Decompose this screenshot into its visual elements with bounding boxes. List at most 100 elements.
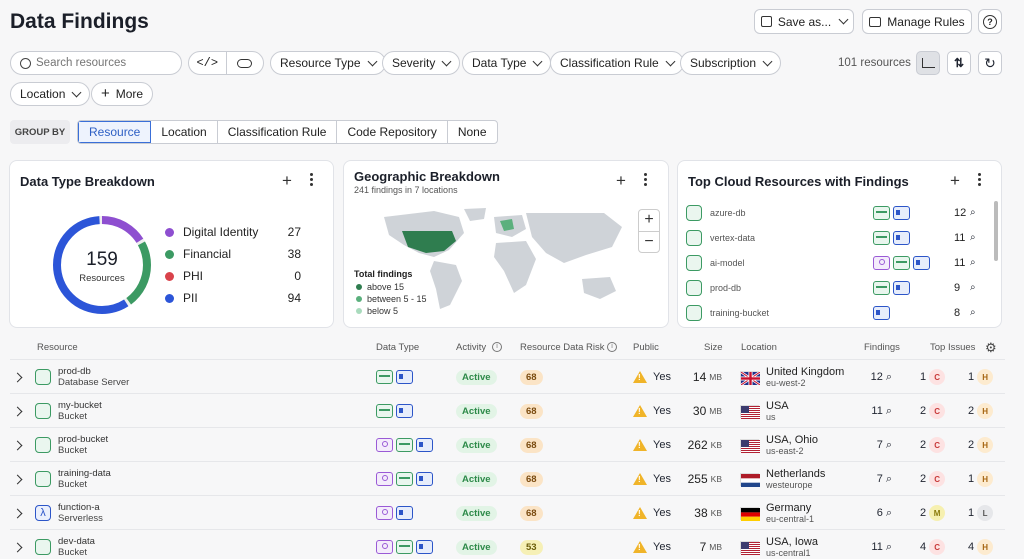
size-unit: MB: [709, 542, 722, 552]
resource-name: ai-model: [710, 258, 745, 268]
sort-icon: ⇅: [953, 56, 965, 70]
info-icon[interactable]: i: [607, 342, 617, 352]
filter-severity[interactable]: Severity: [382, 51, 461, 75]
group-by-classification-rule[interactable]: Classification Rule: [218, 121, 338, 143]
add-icon[interactable]: +: [282, 171, 292, 190]
risk-badge: 68: [520, 369, 543, 385]
search-box[interactable]: [10, 51, 182, 75]
top-resource-row[interactable]: vertex-data 11 ⌕: [678, 230, 1001, 247]
table-row[interactable]: training-data Bucket Active 68 Yes 255KB…: [10, 461, 1005, 495]
col-findings[interactable]: Findings: [864, 342, 900, 353]
resource-type: Database Server: [58, 377, 130, 388]
info-icon[interactable]: i: [492, 342, 502, 352]
legend-phi: PHI 0: [165, 269, 301, 283]
add-icon[interactable]: +: [616, 171, 626, 190]
filter-label: Classification Rule: [560, 56, 659, 70]
sort-button[interactable]: ⇅: [947, 51, 971, 75]
group-by-location[interactable]: Location: [151, 121, 218, 143]
settings-gear-icon[interactable]: ⚙: [985, 340, 997, 355]
legend-label: PII: [183, 291, 198, 305]
expand-chevron-icon[interactable]: [12, 542, 23, 552]
finding-count: 11: [954, 232, 966, 244]
map-south-america: [430, 261, 462, 309]
risk-badge: 53: [520, 539, 543, 555]
top-resource-row[interactable]: prod-db 9 ⌕: [678, 280, 1001, 297]
top-resource-row[interactable]: ai-model 11 ⌕: [678, 255, 1001, 272]
expand-chevron-icon[interactable]: [12, 372, 23, 382]
resource-name[interactable]: prod-db: [58, 366, 91, 377]
group-by-none[interactable]: None: [457, 125, 487, 139]
help-icon: ?: [983, 14, 997, 29]
resource-name[interactable]: training-data: [58, 468, 111, 479]
legend-value: 0: [294, 269, 301, 283]
save-as-button[interactable]: Save as...: [754, 9, 854, 34]
table-row[interactable]: λ function-a Serverless Active 68 Yes 38…: [10, 495, 1005, 529]
group-by-resource[interactable]: Resource: [78, 121, 152, 143]
more-options-icon[interactable]: [310, 173, 314, 186]
card-title: Data Type Breakdown: [20, 174, 155, 189]
table-row[interactable]: dev-data Bucket Active 53 Yes 7MB USA, I…: [10, 529, 1005, 559]
col-data-type[interactable]: Data Type: [376, 342, 420, 353]
top-resource-row[interactable]: azure-db 12 ⌕: [678, 205, 1001, 222]
more-filters-button[interactable]: + More: [91, 82, 154, 106]
group-by-code-repository[interactable]: Code Repository: [337, 121, 448, 143]
data-type-tags: [873, 306, 893, 320]
expand-chevron-icon[interactable]: [12, 440, 23, 450]
resource-type: Bucket: [58, 479, 88, 490]
legend-value: 27: [287, 225, 301, 239]
col-public[interactable]: Public: [633, 342, 659, 353]
resource-view-toggle: </>: [188, 51, 264, 75]
data-type-tags: [873, 206, 913, 220]
scrollbar[interactable]: [994, 201, 998, 261]
data-type-tag: [873, 306, 890, 320]
location-country: USA, Iowa: [766, 536, 818, 548]
table-row[interactable]: prod-db Database Server Active 68 Yes 14…: [10, 359, 1005, 393]
legend-label: Digital Identity: [183, 225, 259, 239]
code-view-button[interactable]: </>: [189, 52, 227, 74]
col-location[interactable]: Location: [741, 342, 777, 353]
zoom-in-button[interactable]: +: [639, 210, 659, 232]
zoom-out-button[interactable]: −: [644, 232, 654, 250]
size-value: 262: [687, 438, 708, 452]
resource-type: Bucket: [58, 411, 88, 422]
filter-subscription[interactable]: Subscription: [680, 51, 782, 75]
expand-chevron-icon[interactable]: [12, 508, 23, 518]
col-resource[interactable]: Resource: [37, 342, 78, 353]
col-activity[interactable]: Activity: [456, 342, 487, 353]
cloud-view-button[interactable]: [227, 52, 264, 74]
top-resource-row[interactable]: training-bucket 8 ⌕: [678, 305, 1001, 322]
chart-toggle-button[interactable]: [916, 51, 940, 75]
filter-location[interactable]: Location: [10, 82, 91, 106]
expand-chevron-icon[interactable]: [12, 474, 23, 484]
manage-rules-button[interactable]: Manage Rules: [862, 9, 972, 34]
expand-chevron-icon[interactable]: [12, 406, 23, 416]
more-options-icon[interactable]: [978, 173, 982, 186]
add-icon[interactable]: +: [950, 171, 960, 190]
resource-type-icon: [686, 280, 702, 296]
resource-name[interactable]: function-a: [58, 502, 100, 513]
col-size[interactable]: Size: [704, 342, 723, 353]
map-greenland: [464, 208, 486, 221]
resource-name[interactable]: my-bucket: [58, 400, 102, 411]
data-type-tag: [396, 506, 413, 520]
findings-count: 6: [876, 507, 883, 519]
resource-name[interactable]: prod-bucket: [58, 434, 109, 445]
refresh-button[interactable]: ↻: [978, 51, 1002, 75]
issue-count: 2: [920, 405, 927, 417]
resource-type-icon: [686, 205, 702, 221]
search-input[interactable]: [36, 57, 166, 69]
location-region: us-east-2: [766, 446, 804, 456]
filter-resource-type[interactable]: Resource Type: [270, 51, 386, 75]
issue-count: 1: [968, 371, 975, 383]
help-button[interactable]: ?: [978, 9, 1002, 34]
filter-classification-rule[interactable]: Classification Rule: [550, 51, 684, 75]
col-resource-data-risk[interactable]: Resource Data Risk: [520, 342, 605, 353]
data-type-tag: [893, 256, 910, 270]
resource-name[interactable]: dev-data: [58, 536, 95, 547]
filter-data-type[interactable]: Data Type: [462, 51, 552, 75]
legend-label: between 5 - 15: [367, 294, 427, 304]
col-top-issues[interactable]: Top Issues: [930, 342, 976, 353]
more-options-icon[interactable]: [644, 173, 648, 186]
